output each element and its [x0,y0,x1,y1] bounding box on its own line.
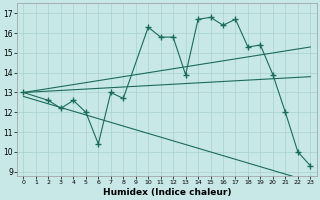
X-axis label: Humidex (Indice chaleur): Humidex (Indice chaleur) [103,188,231,197]
